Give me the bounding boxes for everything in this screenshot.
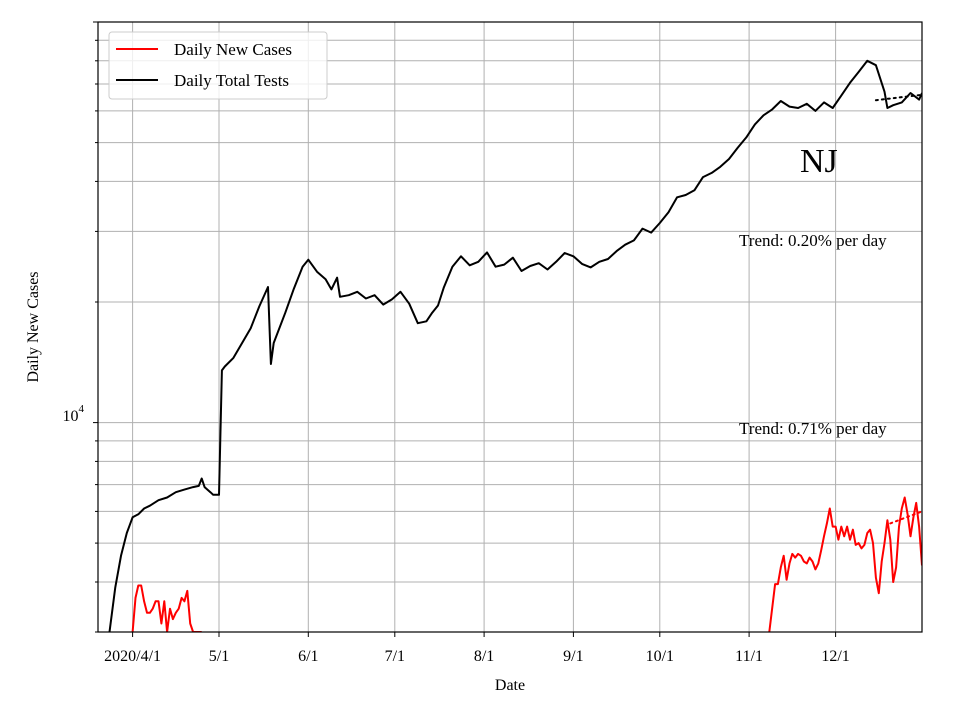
x-tick-label: 9/1: [563, 648, 583, 665]
x-tick-label: 7/1: [385, 648, 405, 665]
trend-line: [874, 93, 923, 102]
ticks: 2020/4/1 5/1 6/1 7/1 8/1 9/1 10/1 11/1 12/1: [93, 21, 850, 665]
legend-box: [108, 31, 328, 100]
x-tick-label: 11/1: [735, 648, 763, 665]
x-tick-label: 12/1: [821, 648, 849, 665]
grid: [98, 21, 922, 633]
tests-trend-label: Trend: 0.20% per day: [739, 231, 887, 250]
series-layer: [108, 59, 923, 632]
legend: Daily New Cases Daily Total Tests: [108, 31, 328, 100]
state-label: NJ: [800, 143, 838, 180]
cases-trend-label: Trend: 0.71% per day: [739, 419, 887, 438]
x-tick-label: 6/1: [298, 648, 318, 665]
series-line-daily-total-tests: [108, 59, 922, 632]
trend-line: [889, 510, 923, 525]
x-tick-label: 5/1: [209, 648, 229, 665]
y-tick-label-10e4: 104: [63, 403, 85, 425]
y-axis-label: Daily New Cases: [25, 271, 42, 382]
series-line-daily-new-cases: [768, 496, 922, 632]
legend-label-cases: Daily New Cases: [174, 40, 292, 59]
legend-label-tests: Daily Total Tests: [174, 71, 289, 90]
series-line-daily-new-cases: [131, 584, 202, 632]
x-tick-label: 2020/4/1: [104, 648, 161, 665]
x-axis-label: Date: [495, 677, 525, 694]
x-tick-label: 8/1: [474, 648, 494, 665]
x-tick-label: 10/1: [646, 648, 674, 665]
plot-frame: [97, 21, 923, 633]
